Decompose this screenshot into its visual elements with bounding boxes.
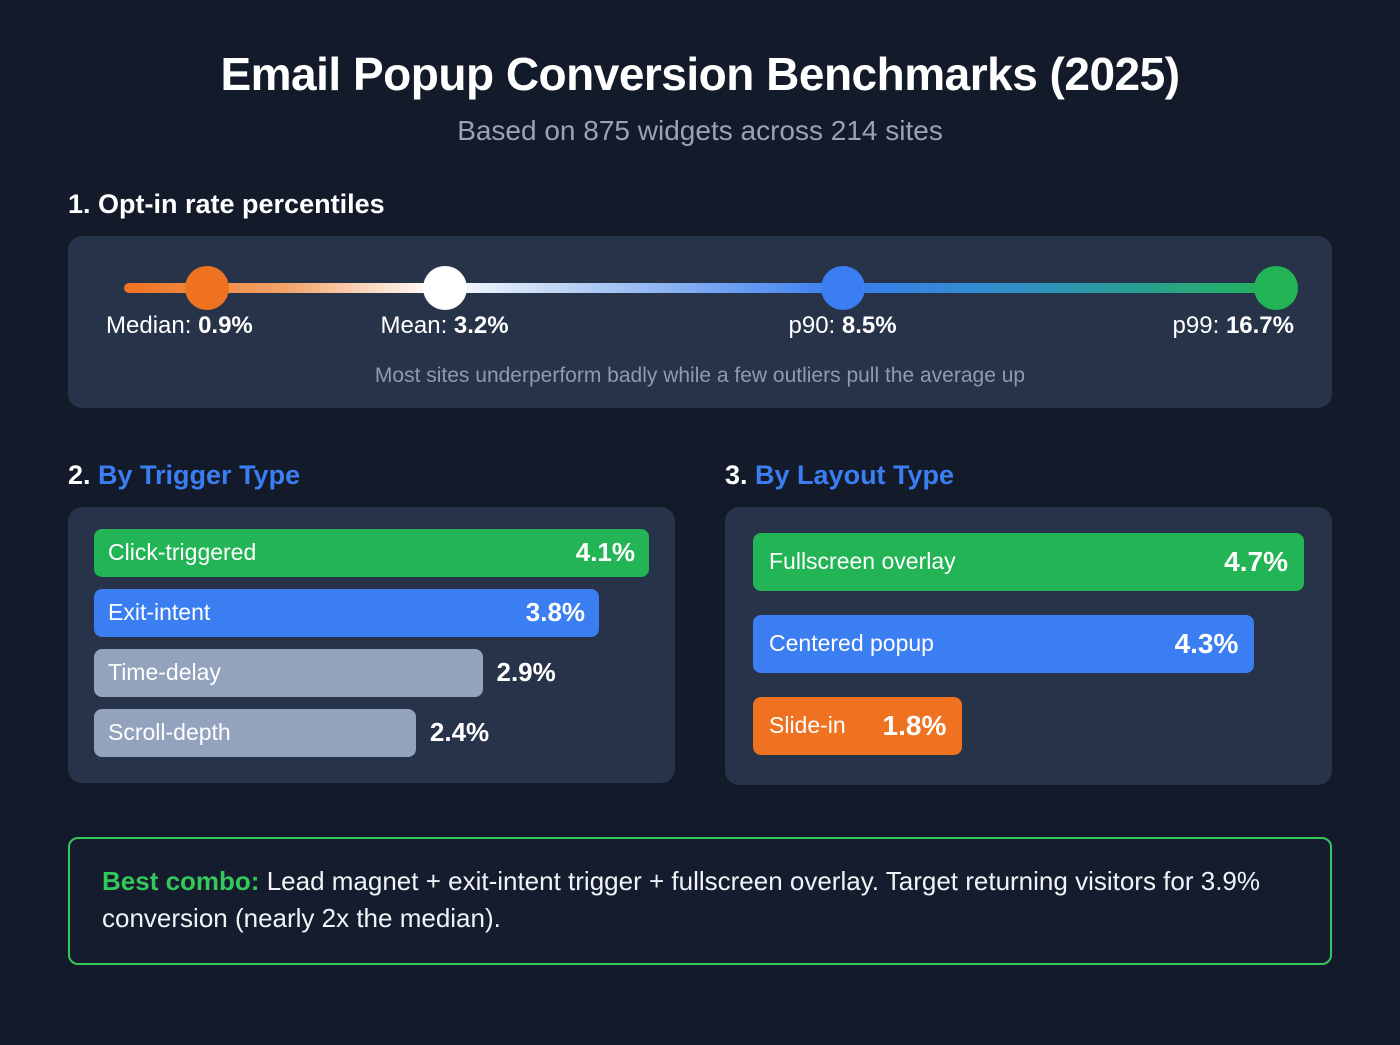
bar-slide-in: Slide-in 1.8% <box>753 696 963 755</box>
percentile-gradient-track <box>124 282 1276 293</box>
percentile-labels: Median: 0.9% Mean: 3.2% p90: 8.5% p99: 16.7… <box>106 312 1294 346</box>
best-combo-callout: Best combo: Lead magnet + exit-intent tr… <box>68 836 1332 965</box>
percentile-label-mean: Mean: 3.2% <box>381 312 509 340</box>
percentile-label-text: p90: <box>788 311 842 339</box>
section3-heading: 3. By Layout Type <box>725 460 1332 491</box>
bar-value: 2.4% <box>429 717 490 748</box>
bar-label: Slide-in <box>769 712 846 739</box>
percentile-note: Most sites underperform badly while a fe… <box>374 363 1026 387</box>
bar-scroll-depth: Scroll-depth <box>94 708 416 757</box>
bar-time-delay: Time-delay <box>94 648 483 697</box>
percentile-dot-p90 <box>820 265 865 310</box>
bar-label: Exit-intent <box>108 599 211 626</box>
section2-heading: 2. By Trigger Type <box>68 460 675 491</box>
callout-lead: Best combo: <box>102 865 260 896</box>
percentile-track-area <box>106 265 1299 310</box>
bar-centered-popup: Centered popup 4.3% <box>753 614 1255 673</box>
percentile-label-value: 0.9% <box>198 311 253 339</box>
bar-click-triggered: Click-triggered 4.1% <box>94 528 649 577</box>
layout-type-card: Fullscreen overlay 4.7% Centered popup 4.3%… <box>725 506 1332 785</box>
bar-label: Time-delay <box>108 659 221 686</box>
page-subtitle: Based on 875 widgets across 214 sites <box>457 114 943 146</box>
callout-body: Lead magnet + exit-intent trigger + full… <box>102 865 1261 933</box>
percentile-dot-p99 <box>1254 265 1299 310</box>
percentile-card: Median: 0.9% Mean: 3.2% p90: 8.5% p99: 16.7… <box>68 235 1332 408</box>
breakdown-columns: 2. By Trigger Type Click-triggered 4.1% Ex… <box>68 460 1332 785</box>
percentile-label-p90: p90: 8.5% <box>789 312 897 340</box>
section-optin-percentiles: 1. Opt-in rate percentiles Median: 0.9% M… <box>68 189 1332 408</box>
bar-row: Slide-in 1.8% <box>753 696 1304 755</box>
percentile-label-value: 3.2% <box>453 311 509 339</box>
bar-row: Click-triggered 4.1% <box>94 528 649 577</box>
percentile-label-p99: p99: 16.7% <box>1173 312 1294 340</box>
bar-value: 1.8% <box>882 709 947 741</box>
bar-value: 4.1% <box>575 537 635 568</box>
column-layout-type: 3. By Layout Type Fullscreen overlay 4.7%… <box>725 460 1332 785</box>
bar-label: Click-triggered <box>108 539 257 566</box>
percentile-label-text: Median: <box>106 311 199 339</box>
percentile-label-median: Median: 0.9% <box>106 312 253 340</box>
header: Email Popup Conversion Benchmarks (2025)… <box>68 0 1332 147</box>
percentile-label-text: Mean: <box>380 311 454 339</box>
bar-fullscreen-overlay: Fullscreen overlay 4.7% <box>753 532 1304 591</box>
section3-number: 3. <box>725 459 748 490</box>
bar-row: Fullscreen overlay 4.7% <box>753 532 1304 591</box>
column-trigger-type: 2. By Trigger Type Click-triggered 4.1% Ex… <box>68 460 675 785</box>
bar-row: Centered popup 4.3% <box>753 614 1304 673</box>
bar-row: Time-delay 2.9% <box>94 648 649 697</box>
bar-label: Fullscreen overlay <box>769 548 956 575</box>
percentile-label-value: 16.7% <box>1225 311 1294 339</box>
percentile-dot-median <box>184 265 229 310</box>
bar-value: 2.9% <box>496 657 556 688</box>
callout-text: Best combo: Lead magnet + exit-intent tr… <box>102 863 1298 937</box>
page-title: Email Popup Conversion Benchmarks (2025) <box>220 48 1180 100</box>
percentile-label-text: p99: <box>1172 311 1226 339</box>
bar-exit-intent: Exit-intent 3.8% <box>94 588 600 637</box>
bar-value: 4.3% <box>1174 627 1239 659</box>
section1-number: 1. <box>68 188 91 219</box>
bar-value: 3.8% <box>525 597 586 628</box>
section2-number: 2. <box>68 459 91 490</box>
bar-row: Scroll-depth 2.4% <box>94 708 649 757</box>
percentile-label-value: 8.5% <box>841 311 897 339</box>
trigger-type-card: Click-triggered 4.1% Exit-intent 3.8% Time-d… <box>68 506 675 783</box>
section1-heading: 1. Opt-in rate percentiles <box>68 189 1332 220</box>
section3-title: By Layout Type <box>747 459 955 490</box>
section1-title: Opt-in rate percentiles <box>90 188 385 219</box>
bar-label: Scroll-depth <box>108 719 231 746</box>
section2-title: By Trigger Type <box>90 459 301 490</box>
percentile-dot-mean <box>422 265 467 310</box>
bar-value: 4.7% <box>1224 545 1288 577</box>
bar-label: Centered popup <box>769 630 934 657</box>
bar-row: Exit-intent 3.8% <box>94 588 649 637</box>
